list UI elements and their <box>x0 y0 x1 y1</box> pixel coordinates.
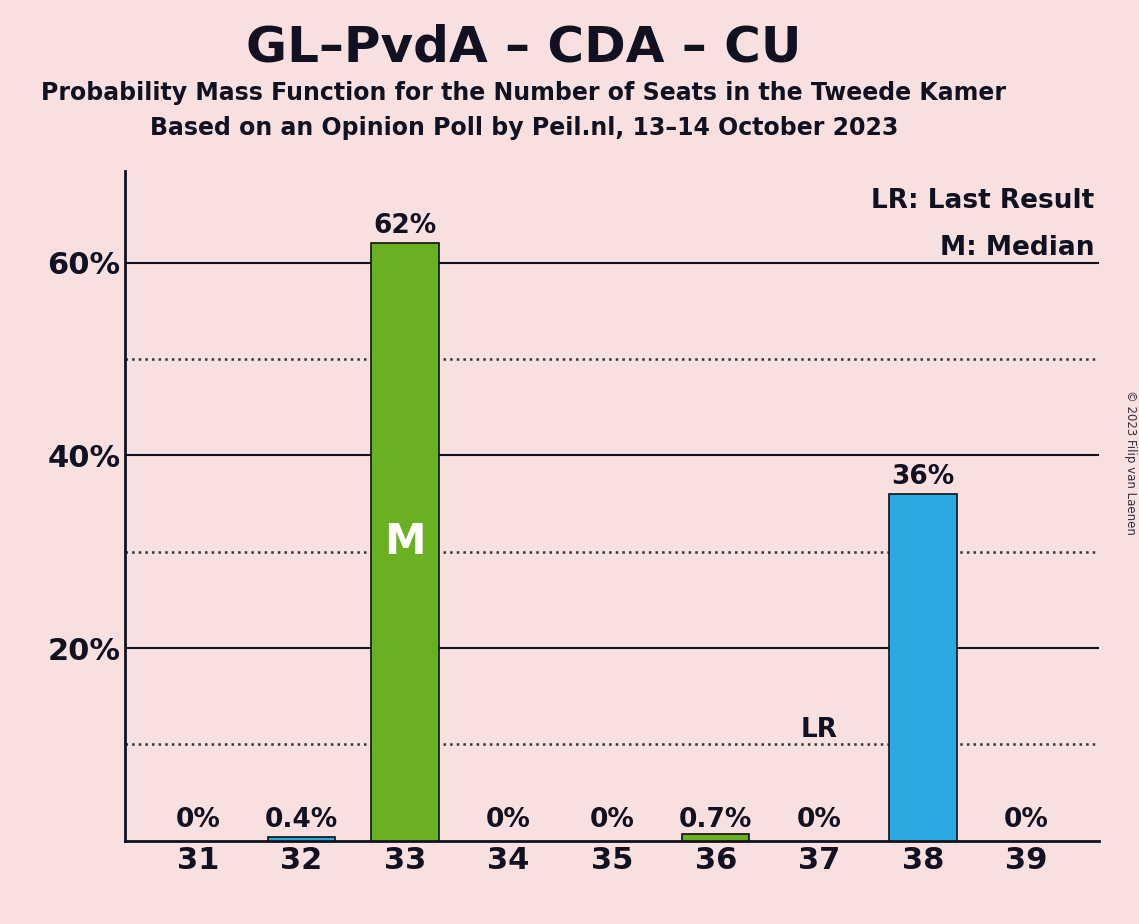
Text: 0.7%: 0.7% <box>679 808 753 833</box>
Text: 62%: 62% <box>374 213 436 239</box>
Bar <box>890 493 957 841</box>
Text: Based on an Opinion Poll by Peil.nl, 13–14 October 2023: Based on an Opinion Poll by Peil.nl, 13–… <box>149 116 899 140</box>
Text: M: M <box>384 521 426 563</box>
Text: 0.4%: 0.4% <box>264 808 338 833</box>
Text: 0%: 0% <box>1005 808 1049 833</box>
Text: M: Median: M: Median <box>940 235 1095 261</box>
Text: 0%: 0% <box>175 808 220 833</box>
Text: LR: Last Result: LR: Last Result <box>871 188 1095 213</box>
Bar <box>371 243 439 841</box>
Text: GL–PvdA – CDA – CU: GL–PvdA – CDA – CU <box>246 23 802 71</box>
Text: 0%: 0% <box>797 808 842 833</box>
Bar <box>682 834 749 841</box>
Text: 36%: 36% <box>892 464 954 490</box>
Text: Probability Mass Function for the Number of Seats in the Tweede Kamer: Probability Mass Function for the Number… <box>41 81 1007 105</box>
Text: 0%: 0% <box>590 808 634 833</box>
Text: © 2023 Filip van Laenen: © 2023 Filip van Laenen <box>1124 390 1137 534</box>
Text: 0%: 0% <box>486 808 531 833</box>
Bar <box>268 837 335 841</box>
Text: LR: LR <box>801 716 838 743</box>
